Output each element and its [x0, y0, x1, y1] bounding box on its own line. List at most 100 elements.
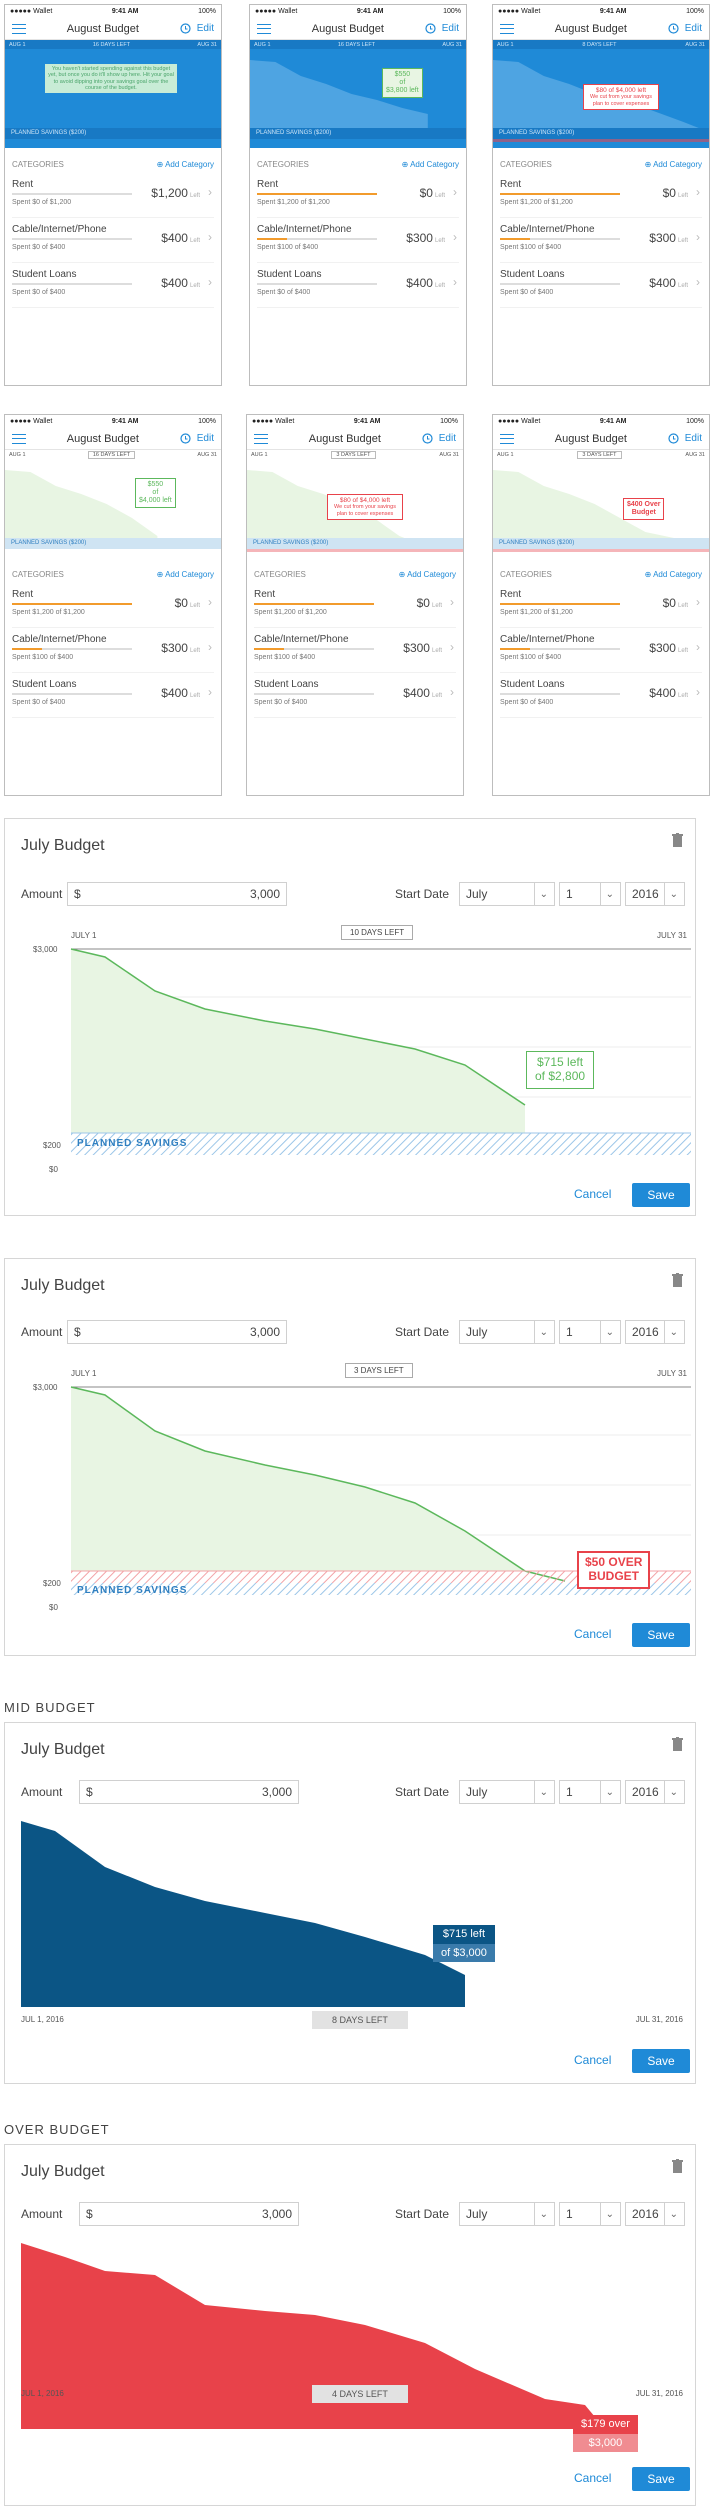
edit-button[interactable]: Edit: [684, 433, 702, 444]
year-select[interactable]: 2016 ⌄: [625, 1320, 685, 1344]
history-icon[interactable]: [180, 23, 191, 34]
add-category-button[interactable]: ⊕ Add Category: [399, 570, 456, 579]
day-select[interactable]: 1 ⌄: [559, 882, 621, 906]
phone-screen: ●●●●● Wallet 9:41 AM 100% August Budget Ed…: [249, 4, 467, 386]
month-select[interactable]: July ⌄: [459, 1320, 555, 1344]
day-select[interactable]: 1 ⌄: [559, 1780, 621, 1804]
chevron-down-icon: ⌄: [599, 883, 614, 905]
category-row[interactable]: Rent Spent $1,200 of $1,200 $0 Left ›: [500, 173, 702, 218]
year-select[interactable]: 2016 ⌄: [625, 882, 685, 906]
category-row[interactable]: Student Loans Spent $0 of $400 $400 Left …: [257, 263, 459, 308]
category-row[interactable]: Student Loans Spent $0 of $400 $400 Left …: [12, 673, 214, 718]
category-name: Student Loans: [12, 679, 77, 690]
cancel-button[interactable]: Cancel: [574, 2053, 612, 2067]
category-left: $400 Left: [403, 686, 442, 700]
category-left-unit: Left: [434, 238, 445, 244]
edit-button[interactable]: Edit: [196, 23, 214, 34]
month-select[interactable]: July ⌄: [459, 1780, 555, 1804]
history-icon[interactable]: [425, 23, 436, 34]
save-button[interactable]: Save: [632, 2049, 690, 2073]
category-row[interactable]: Cable/Internet/Phone Spent $100 of $400 …: [12, 628, 214, 673]
day-select[interactable]: 1 ⌄: [559, 2202, 621, 2226]
trash-icon[interactable]: [672, 833, 683, 847]
category-row[interactable]: Student Loans Spent $0 of $400 $400 Left …: [254, 673, 456, 718]
edit-button[interactable]: Edit: [196, 433, 214, 444]
category-row[interactable]: Rent Spent $1,200 of $1,200 $0 Left ›: [12, 583, 214, 628]
save-button[interactable]: Save: [632, 2467, 690, 2491]
save-button[interactable]: Save: [632, 1623, 690, 1647]
trash-icon[interactable]: [672, 1737, 683, 1751]
menu-icon[interactable]: [254, 433, 268, 444]
category-row[interactable]: Rent Spent $1,200 of $1,200 $0 Left ›: [500, 583, 702, 628]
add-category-button[interactable]: ⊕ Add Category: [402, 160, 459, 169]
menu-icon[interactable]: [500, 23, 514, 34]
category-row[interactable]: Student Loans Spent $0 of $400 $400 Left …: [500, 263, 702, 308]
amount-value: 3,000: [249, 1325, 280, 1339]
category-left-value: $300: [403, 641, 430, 655]
category-row[interactable]: Cable/Internet/Phone Spent $100 of $400 …: [257, 218, 459, 263]
panel-title: July Budget: [21, 837, 105, 854]
category-row[interactable]: Student Loans Spent $0 of $400 $400 Left …: [500, 673, 702, 718]
month-select[interactable]: July ⌄: [459, 2202, 555, 2226]
save-button[interactable]: Save: [632, 1183, 690, 1207]
currency-symbol: $: [74, 887, 81, 901]
month-select[interactable]: July ⌄: [459, 882, 555, 906]
cancel-button[interactable]: Cancel: [574, 1627, 612, 1641]
y-tick-0: $0: [49, 1603, 58, 1612]
category-row[interactable]: Cable/Internet/Phone Spent $100 of $400 …: [500, 628, 702, 673]
edit-button[interactable]: Edit: [441, 23, 459, 34]
category-left-value: $300: [161, 641, 188, 655]
category-left-unit: Left: [431, 693, 442, 699]
category-left-unit: Left: [677, 648, 688, 654]
category-spent: Spent $1,200 of $1,200: [257, 199, 330, 206]
category-row[interactable]: Rent Spent $0 of $1,200 $1,200 Left ›: [12, 173, 214, 218]
menu-icon[interactable]: [12, 433, 26, 444]
menu-icon[interactable]: [500, 433, 514, 444]
status-bar: ●●●●● Wallet 9:41 AM 100%: [250, 5, 466, 18]
add-category-button[interactable]: ⊕ Add Category: [157, 160, 214, 169]
clock: 9:41 AM: [353, 418, 381, 425]
category-row[interactable]: Cable/Internet/Phone Spent $100 of $400 …: [500, 218, 702, 263]
chevron-down-icon: ⌄: [663, 2203, 678, 2225]
history-icon[interactable]: [668, 433, 679, 444]
category-row[interactable]: Cable/Internet/Phone Spent $100 of $400 …: [254, 628, 456, 673]
edit-button[interactable]: Edit: [684, 23, 702, 34]
menu-icon[interactable]: [12, 23, 26, 34]
planned-savings-label: PLANNED SAVINGS: [77, 1585, 188, 1596]
year-select[interactable]: 2016 ⌄: [625, 2202, 685, 2226]
category-row[interactable]: Rent Spent $1,200 of $1,200 $0 Left ›: [257, 173, 459, 218]
amount-input[interactable]: $3,000: [67, 882, 287, 906]
menu-icon[interactable]: [257, 23, 271, 34]
cancel-button[interactable]: Cancel: [574, 1187, 612, 1201]
edit-button[interactable]: Edit: [438, 433, 456, 444]
add-category-button[interactable]: ⊕ Add Category: [645, 570, 702, 579]
phone-chart-area: AUG 1 3 DAYS LEFT AUG 31 PLANNED SAVINGS (…: [247, 450, 463, 558]
add-category-button[interactable]: ⊕ Add Category: [645, 160, 702, 169]
history-icon[interactable]: [668, 23, 679, 34]
year-value: 2016: [632, 887, 659, 901]
phone-screen: ●●●●● Wallet 9:41 AM 100% August Budget Ed…: [4, 4, 222, 386]
chart-end-label: AUG 31: [685, 451, 705, 458]
day-select[interactable]: 1 ⌄: [559, 1320, 621, 1344]
category-left-value: $300: [406, 231, 433, 245]
category-row[interactable]: Student Loans Spent $0 of $400 $400 Left …: [12, 263, 214, 308]
amount-input[interactable]: $3,000: [67, 1320, 287, 1344]
trash-icon[interactable]: [672, 2159, 683, 2173]
amount-input[interactable]: $3,000: [79, 2202, 299, 2226]
amount-input[interactable]: $3,000: [79, 1780, 299, 1804]
section-label-over: OVER BUDGET: [4, 2122, 110, 2137]
category-row[interactable]: Cable/Internet/Phone Spent $0 of $400 $4…: [12, 218, 214, 263]
add-category-button[interactable]: ⊕ Add Category: [157, 570, 214, 579]
category-row[interactable]: Rent Spent $1,200 of $1,200 $0 Left ›: [254, 583, 456, 628]
history-icon[interactable]: [180, 433, 191, 444]
cancel-button[interactable]: Cancel: [574, 2471, 612, 2485]
category-left-unit: Left: [189, 283, 200, 289]
category-progress: [257, 238, 377, 240]
history-icon[interactable]: [422, 433, 433, 444]
year-select[interactable]: 2016 ⌄: [625, 1780, 685, 1804]
categories-heading: CATEGORIES: [500, 160, 552, 169]
status-bar: ●●●●● Wallet 9:41 AM 100%: [493, 5, 709, 18]
chevron-down-icon: ⌄: [599, 1321, 614, 1343]
add-category-label: Add Category: [407, 570, 456, 579]
trash-icon[interactable]: [672, 1273, 683, 1287]
